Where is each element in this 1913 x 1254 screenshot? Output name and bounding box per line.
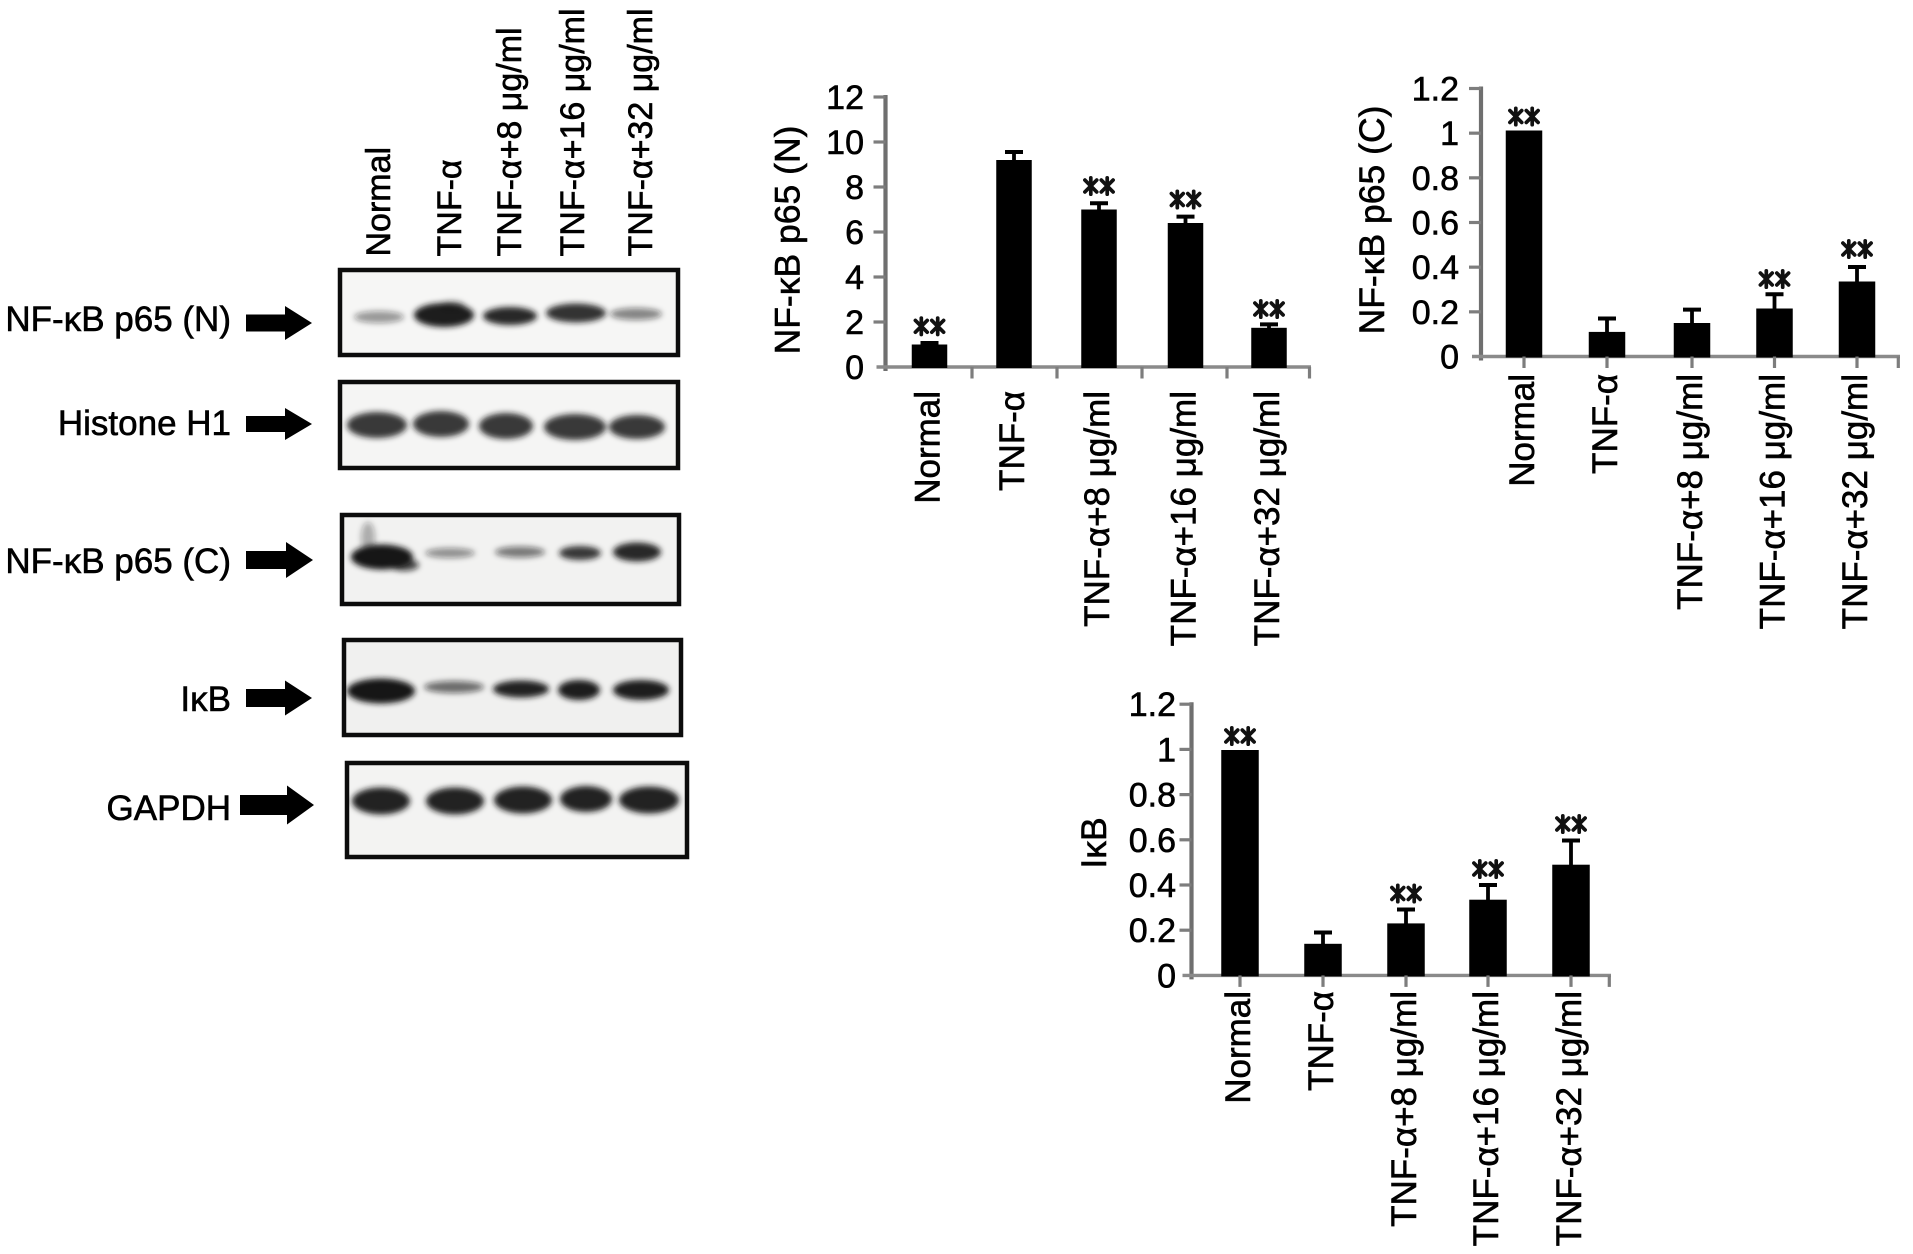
svg-text:Normal: Normal — [1503, 374, 1542, 487]
svg-text:TNF-α: TNF-α — [1302, 991, 1341, 1091]
svg-text:IκB: IκB — [1074, 817, 1114, 868]
svg-text:NF-κB p65 (C): NF-κB p65 (C) — [1352, 106, 1392, 335]
svg-text:0.4: 0.4 — [1129, 867, 1176, 905]
svg-text:TNF-α+8 μg/ml: TNF-α+8 μg/ml — [1078, 391, 1117, 627]
svg-text:8: 8 — [845, 169, 864, 207]
svg-text:TNF-α: TNF-α — [431, 159, 469, 256]
svg-text:0.8: 0.8 — [1412, 160, 1459, 198]
svg-text:TNF-α+32 μg/ml: TNF-α+32 μg/ml — [622, 8, 660, 256]
svg-text:12: 12 — [826, 79, 864, 117]
svg-text:TNF-α+32 μg/ml: TNF-α+32 μg/ml — [1248, 391, 1287, 646]
svg-text:TNF-α+16 μg/ml: TNF-α+16 μg/ml — [1754, 374, 1793, 629]
svg-text:Normal: Normal — [360, 147, 398, 257]
svg-text:0.2: 0.2 — [1129, 912, 1176, 950]
svg-text:0.2: 0.2 — [1412, 294, 1459, 332]
svg-text:1.2: 1.2 — [1412, 71, 1459, 109]
svg-text:GAPDH: GAPDH — [107, 789, 231, 828]
svg-text:TNF-α+16 μg/ml: TNF-α+16 μg/ml — [554, 8, 592, 256]
svg-text:1: 1 — [1157, 731, 1176, 769]
svg-text:Normal: Normal — [1219, 991, 1258, 1104]
svg-text:TNF-α+8 μg/ml: TNF-α+8 μg/ml — [1671, 374, 1710, 610]
svg-text:10: 10 — [826, 124, 864, 162]
svg-text:Histone H1: Histone H1 — [58, 404, 231, 443]
svg-text:1.2: 1.2 — [1129, 686, 1176, 724]
svg-text:TNF-α+16 μg/ml: TNF-α+16 μg/ml — [1165, 391, 1204, 646]
svg-text:TNF-α: TNF-α — [1586, 374, 1625, 474]
svg-text:0: 0 — [1440, 339, 1459, 377]
svg-text:0.4: 0.4 — [1412, 249, 1459, 287]
svg-text:TNF-α: TNF-α — [993, 391, 1032, 491]
svg-text:0.8: 0.8 — [1129, 777, 1176, 815]
svg-text:NF-κB p65 (N): NF-κB p65 (N) — [768, 126, 808, 355]
svg-text:TNF-α+8 μg/ml: TNF-α+8 μg/ml — [1385, 991, 1424, 1227]
svg-text:TNF-α+32 μg/ml: TNF-α+32 μg/ml — [1550, 991, 1589, 1246]
svg-text:TNF-α+32 μg/ml: TNF-α+32 μg/ml — [1836, 374, 1875, 629]
svg-text:IκB: IκB — [180, 680, 231, 719]
svg-text:1: 1 — [1440, 115, 1459, 153]
svg-text:0.6: 0.6 — [1412, 205, 1459, 243]
svg-text:TNF-α+16 μg/ml: TNF-α+16 μg/ml — [1467, 991, 1506, 1246]
svg-text:4: 4 — [845, 259, 864, 297]
svg-text:TNF-α+8 μg/ml: TNF-α+8 μg/ml — [491, 27, 529, 256]
svg-text:6: 6 — [845, 214, 864, 252]
svg-text:0.6: 0.6 — [1129, 822, 1176, 860]
svg-text:NF-κB p65 (C): NF-κB p65 (C) — [5, 542, 231, 581]
svg-text:NF-κB p65 (N): NF-κB p65 (N) — [5, 300, 231, 339]
svg-text:2: 2 — [845, 304, 864, 342]
svg-text:0: 0 — [1157, 957, 1176, 995]
svg-text:Normal: Normal — [909, 391, 948, 504]
svg-text:0: 0 — [845, 349, 864, 387]
